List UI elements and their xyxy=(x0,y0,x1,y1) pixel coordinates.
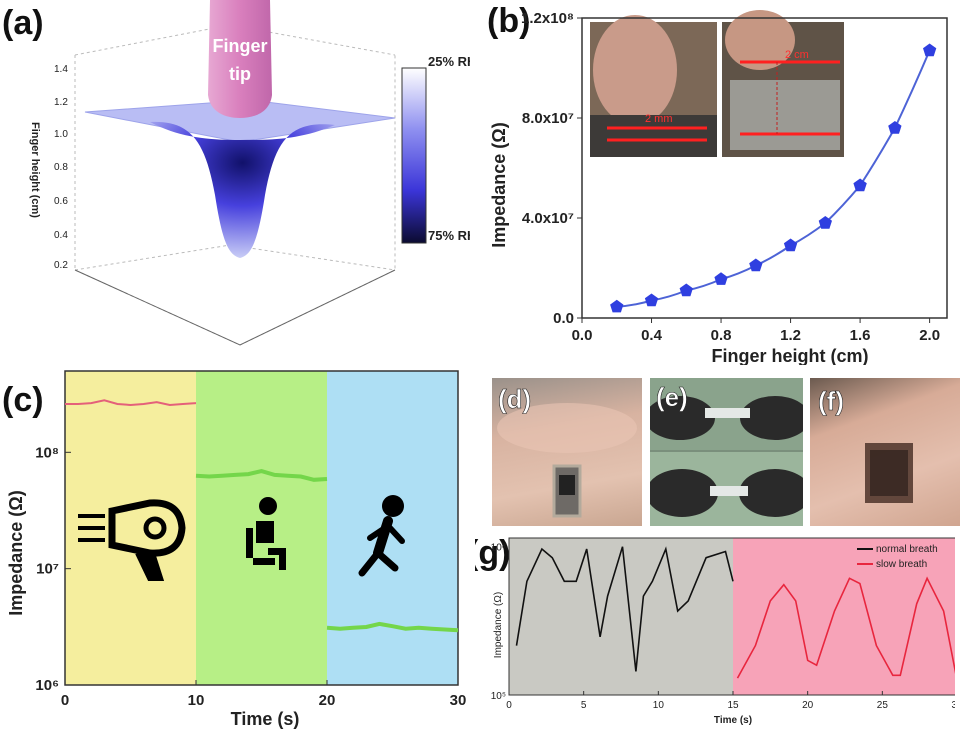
running-person-icon xyxy=(358,495,405,577)
x-tick-label: 10 xyxy=(653,700,665,711)
x-tick-label: 30 xyxy=(951,700,955,711)
data-point xyxy=(644,293,659,307)
y-tick-label: 10⁸ xyxy=(35,444,59,461)
x-tick-label: 0 xyxy=(61,692,69,709)
x-tick-label: 1.2 xyxy=(780,327,801,344)
y-tick-label: 10⁶ xyxy=(35,677,59,694)
x-tick-label: 10 xyxy=(188,692,205,709)
panel-d-photo: (d) xyxy=(492,378,642,526)
panel-b-line-chart: (b) 2 mm 2 cm 0.0 0.4 0.8 1.2 1.6 2.0 0.0 4.0x1… xyxy=(487,2,948,365)
x-tick-label: 1.6 xyxy=(850,327,871,344)
y-tick-label: 10⁵ xyxy=(491,691,506,702)
y-tick-label: 0.0 xyxy=(553,310,574,327)
x-tick-label: 15 xyxy=(727,700,739,711)
impedance-curve xyxy=(616,50,931,308)
x-tick-label: 20 xyxy=(319,692,336,709)
legend-slow-breath: slow breath xyxy=(876,559,927,570)
breath-trace xyxy=(736,576,955,679)
humidity-cone-surface xyxy=(150,121,335,258)
y-tick-label: 8.0x10⁷ xyxy=(522,110,574,127)
x-tick-label: 0.0 xyxy=(572,327,593,344)
inset-right-label: 2 cm xyxy=(785,49,809,61)
z-tick: 0.8 xyxy=(54,162,68,173)
z-tick: 0.6 xyxy=(54,196,68,207)
panel-b-letter: (b) xyxy=(487,2,530,40)
sitting-person-icon xyxy=(246,497,286,570)
x-tick-label: 0.4 xyxy=(641,327,663,344)
hair-dryer-icon xyxy=(78,499,186,581)
y-tick-label: 4.0x10⁷ xyxy=(522,210,574,227)
panel-g-line-chart: (g) 0 5 10 15 20 25 30 10⁵ 10⁸ normal breath slo… xyxy=(475,534,955,726)
z-tick: 1.2 xyxy=(54,97,68,108)
x-tick-label: 30 xyxy=(450,692,467,709)
panel-b-inset-right: 2 cm xyxy=(722,10,844,157)
panel-b-inset-left: 2 mm xyxy=(590,15,717,157)
breath-trace xyxy=(515,546,734,672)
y-tick-label: 10⁷ xyxy=(36,561,59,578)
panel-c-xlabel: Time (s) xyxy=(231,709,300,729)
panel-f-photo: (f) xyxy=(810,378,960,526)
panel-e-letter: (e) xyxy=(656,382,688,412)
impedance-trace xyxy=(65,399,197,407)
x-tick-label: 20 xyxy=(802,700,814,711)
y-tick-label: 10⁸ xyxy=(491,543,506,554)
colorbar-top-label: 25% RH xyxy=(428,54,470,69)
impedance-trace xyxy=(326,621,459,633)
x-tick-label: 5 xyxy=(581,700,587,711)
panel-c-line-chart: (c) 0 10 20 30 10⁶ 10⁷ 10⁸ Time (s) Impedance … xyxy=(2,370,467,729)
x-tick-label: 25 xyxy=(877,700,889,711)
panel-d-letter: (d) xyxy=(498,384,531,414)
panel-b-ylabel: Impedance (Ω) xyxy=(489,122,509,247)
z-tick: 1.0 xyxy=(54,129,68,140)
panel-b-xlabel: Finger height (cm) xyxy=(712,346,869,365)
panel-c-frame xyxy=(64,370,459,686)
data-point xyxy=(923,43,937,57)
panel-g-letter: (g) xyxy=(475,534,510,572)
panel-g-xlabel: Time (s) xyxy=(714,715,752,726)
panel-c-letter: (c) xyxy=(2,381,44,419)
data-point xyxy=(783,238,798,252)
panel-g-ylabel: Impedance (Ω) xyxy=(493,592,504,658)
x-tick-label: 0 xyxy=(506,700,512,711)
inset-left-label: 2 mm xyxy=(645,113,673,125)
data-point xyxy=(818,216,832,229)
panel-a: (a) Finger tip 0.2 xyxy=(2,0,470,346)
data-point xyxy=(888,121,902,134)
panel-f-letter: (f) xyxy=(818,386,844,416)
fingertip-image xyxy=(208,0,272,118)
data-point xyxy=(749,258,763,272)
x-tick-label: 0.8 xyxy=(711,327,732,344)
z-tick: 1.4 xyxy=(54,64,68,75)
z-axis-title: Finger height (cm) xyxy=(29,122,41,218)
breath-background xyxy=(733,538,955,695)
panel-e-photo: (e) xyxy=(650,378,803,526)
panel-b-frame xyxy=(581,17,948,319)
data-point xyxy=(714,272,728,285)
panel-g-legend: normal breath slow breath xyxy=(857,544,938,570)
finger-label: Finger xyxy=(212,36,267,56)
data-point xyxy=(679,283,693,297)
panel-a-letter: (a) xyxy=(2,4,44,42)
x-tick-label: 2.0 xyxy=(919,327,940,344)
z-tick: 0.4 xyxy=(54,230,68,241)
impedance-trace xyxy=(195,469,328,482)
z-tick: 0.2 xyxy=(54,260,68,271)
tip-label: tip xyxy=(229,64,251,84)
humidity-colorbar xyxy=(401,67,427,244)
sensor-on-skin xyxy=(552,464,582,518)
data-point xyxy=(610,299,624,313)
colorbar-bottom-label: 75% RH xyxy=(428,228,470,243)
legend-normal-breath: normal breath xyxy=(876,544,938,555)
data-point xyxy=(853,178,867,192)
panel-c-ylabel: Impedance (Ω) xyxy=(6,490,26,615)
breath-background xyxy=(509,538,733,695)
y-tick-label: 1.2x10⁸ xyxy=(521,10,574,27)
